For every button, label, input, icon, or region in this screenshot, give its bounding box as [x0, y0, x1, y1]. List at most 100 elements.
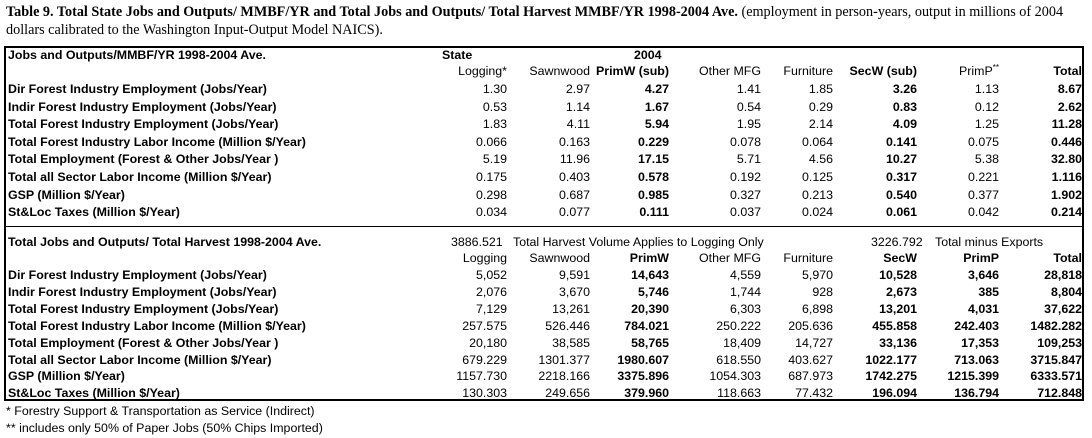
table-cell: 109,253 — [1037, 335, 1082, 350]
table-row: Dir Forest Industry Employment (Jobs/Yea… — [0, 81, 1092, 98]
section1-header-row: Logging* Sawnwood PrimW (sub) Other MFG … — [0, 63, 1092, 80]
s2-header-furniture: Furniture — [783, 251, 833, 265]
table-cell: 250.222 — [716, 318, 761, 333]
table-cell: 13,201 — [879, 301, 917, 316]
table-cell: 20,390 — [631, 301, 669, 316]
table-cell: 4.09 — [892, 117, 917, 132]
row-label: Total Forest Industry Employment (Jobs/Y… — [8, 117, 279, 132]
state-label: State — [442, 48, 473, 62]
table-cell: 0.221 — [967, 170, 999, 184]
table-cell: 3715.847 — [1030, 352, 1082, 367]
table-cell: 2.14 — [808, 117, 833, 132]
table-cell: 713.063 — [954, 352, 999, 367]
caption-title: Table 9. Total State Jobs and Outputs/ M… — [6, 4, 738, 20]
table-cell: 679.229 — [462, 352, 507, 367]
table-cell: 0.064 — [801, 134, 833, 149]
table-cell: 11.28 — [1051, 117, 1082, 132]
table-cell: 205.636 — [788, 318, 833, 333]
table-cell: 5,970 — [801, 268, 833, 282]
table-cell: 6,898 — [801, 301, 833, 316]
table-cell: 1,744 — [729, 284, 761, 299]
table-cell: 10.27 — [885, 152, 917, 167]
table-cell: 32.80 — [1050, 152, 1082, 167]
harvest-value: 3886.521 — [451, 235, 503, 249]
table-cell: 28,818 — [1044, 268, 1082, 282]
table-cell: 77.432 — [795, 386, 833, 401]
table-cell: 2,076 — [475, 284, 507, 299]
table-cell: 0.446 — [1050, 134, 1082, 149]
table-cell: 0.034 — [475, 205, 507, 220]
table-cell: 0.317 — [885, 170, 917, 184]
table-cell: 0.54 — [736, 99, 761, 114]
footnote-2: ** includes only 50% of Paper Jobs (50% … — [6, 421, 323, 435]
table-cell: 0.214 — [1050, 205, 1082, 220]
table-cell: 1022.177 — [865, 352, 917, 367]
table-cell: 257.575 — [462, 318, 507, 333]
table-cell: 5.38 — [974, 152, 999, 167]
row-label: GSP (Million $/Year) — [8, 369, 125, 384]
section-divider — [6, 226, 1082, 227]
section1-title-row: Jobs and Outputs/MMBF/YR 1998-2004 Ave. … — [0, 47, 1092, 64]
table-row: Total Employment (Forest & Other Jobs/Ye… — [0, 151, 1092, 168]
table-cell: 1054.303 — [709, 369, 761, 384]
table-cell: 2218.166 — [538, 369, 590, 384]
row-label: St&Loc Taxes (Million $/Year) — [8, 205, 180, 220]
table-cell: 1.14 — [565, 99, 590, 114]
section2-title: Total Jobs and Outputs/ Total Harvest 19… — [8, 235, 322, 249]
table-cell: 20,180 — [469, 335, 507, 350]
table-cell: 3.26 — [892, 82, 917, 96]
table-cell: 249.656 — [545, 386, 590, 401]
table-row: Indir Forest Industry Employment (Jobs/Y… — [0, 99, 1092, 116]
table-cell: 0.037 — [729, 205, 761, 220]
table-cell: 1.85 — [808, 82, 833, 96]
table-cell: 3,646 — [967, 268, 999, 282]
table-cell: 1.30 — [482, 82, 507, 96]
table-cell: 8.67 — [1057, 82, 1082, 96]
row-label: Total all Sector Labor Income (Million $… — [8, 170, 272, 184]
table-cell: 2,673 — [885, 284, 917, 299]
exports-value: 3226.792 — [871, 235, 923, 249]
s2-header-total: Total — [1053, 251, 1082, 265]
row-label: Total Forest Industry Labor Income (Mill… — [8, 318, 306, 333]
table-cell: 0.125 — [801, 170, 833, 184]
s1-header-logging: Logging* — [458, 63, 507, 80]
table-cell: 0.061 — [885, 205, 917, 220]
table-cell: 9,591 — [558, 268, 590, 282]
table-row: Indir Forest Industry Employment (Jobs/Y… — [0, 284, 1092, 301]
table-cell: 58,765 — [631, 335, 669, 350]
table-cell: 403.627 — [788, 352, 833, 367]
table-cell: 2.62 — [1057, 99, 1082, 114]
table-cell: 33,136 — [879, 335, 917, 350]
s1-header-primp: PrimP** — [959, 62, 999, 78]
table-cell: 1980.607 — [617, 352, 669, 367]
table-cell: 0.066 — [475, 134, 507, 149]
table-cell: 784.021 — [624, 318, 669, 333]
table-cell: 4.11 — [566, 117, 590, 132]
table-cell: 3375.896 — [617, 369, 669, 384]
s1-header-logging-text: Logging* — [458, 64, 507, 78]
table-cell: 4,559 — [729, 268, 761, 282]
table-cell: 0.687 — [558, 187, 590, 202]
row-label: Total Employment (Forest & Other Jobs/Ye… — [8, 152, 279, 167]
row-label: Indir Forest Industry Employment (Jobs/Y… — [8, 284, 277, 299]
row-label: GSP (Million $/Year) — [8, 187, 125, 202]
row-label: Dir Forest Industry Employment (Jobs/Yea… — [8, 82, 267, 96]
table-row: Total Forest Industry Labor Income (Mill… — [0, 134, 1092, 151]
table-cell: 17,353 — [961, 335, 999, 350]
table-cell: 712.848 — [1037, 386, 1082, 401]
table-cell: 928 — [812, 284, 833, 299]
s2-header-secw: SecW — [883, 251, 917, 265]
section2-header-row: Logging Sawnwood PrimW Other MFG Furnitu… — [0, 250, 1092, 267]
table-caption: Table 9. Total State Jobs and Outputs/ M… — [6, 3, 1088, 39]
row-label: Total all Sector Labor Income (Million $… — [8, 352, 272, 367]
table-cell: 14,727 — [795, 335, 833, 350]
table-cell: 1.95 — [736, 117, 761, 132]
table-cell: 0.29 — [808, 99, 833, 114]
row-label: Total Forest Industry Labor Income (Mill… — [8, 134, 306, 149]
s2-header-sawnwood: Sawnwood — [529, 251, 590, 265]
table-cell: 1.83 — [482, 117, 507, 132]
table-cell: 0.53 — [482, 99, 507, 114]
table-cell: 1.67 — [644, 99, 669, 114]
table-cell: 0.298 — [475, 187, 507, 202]
section2-title-row: Total Jobs and Outputs/ Total Harvest 19… — [0, 234, 1092, 251]
